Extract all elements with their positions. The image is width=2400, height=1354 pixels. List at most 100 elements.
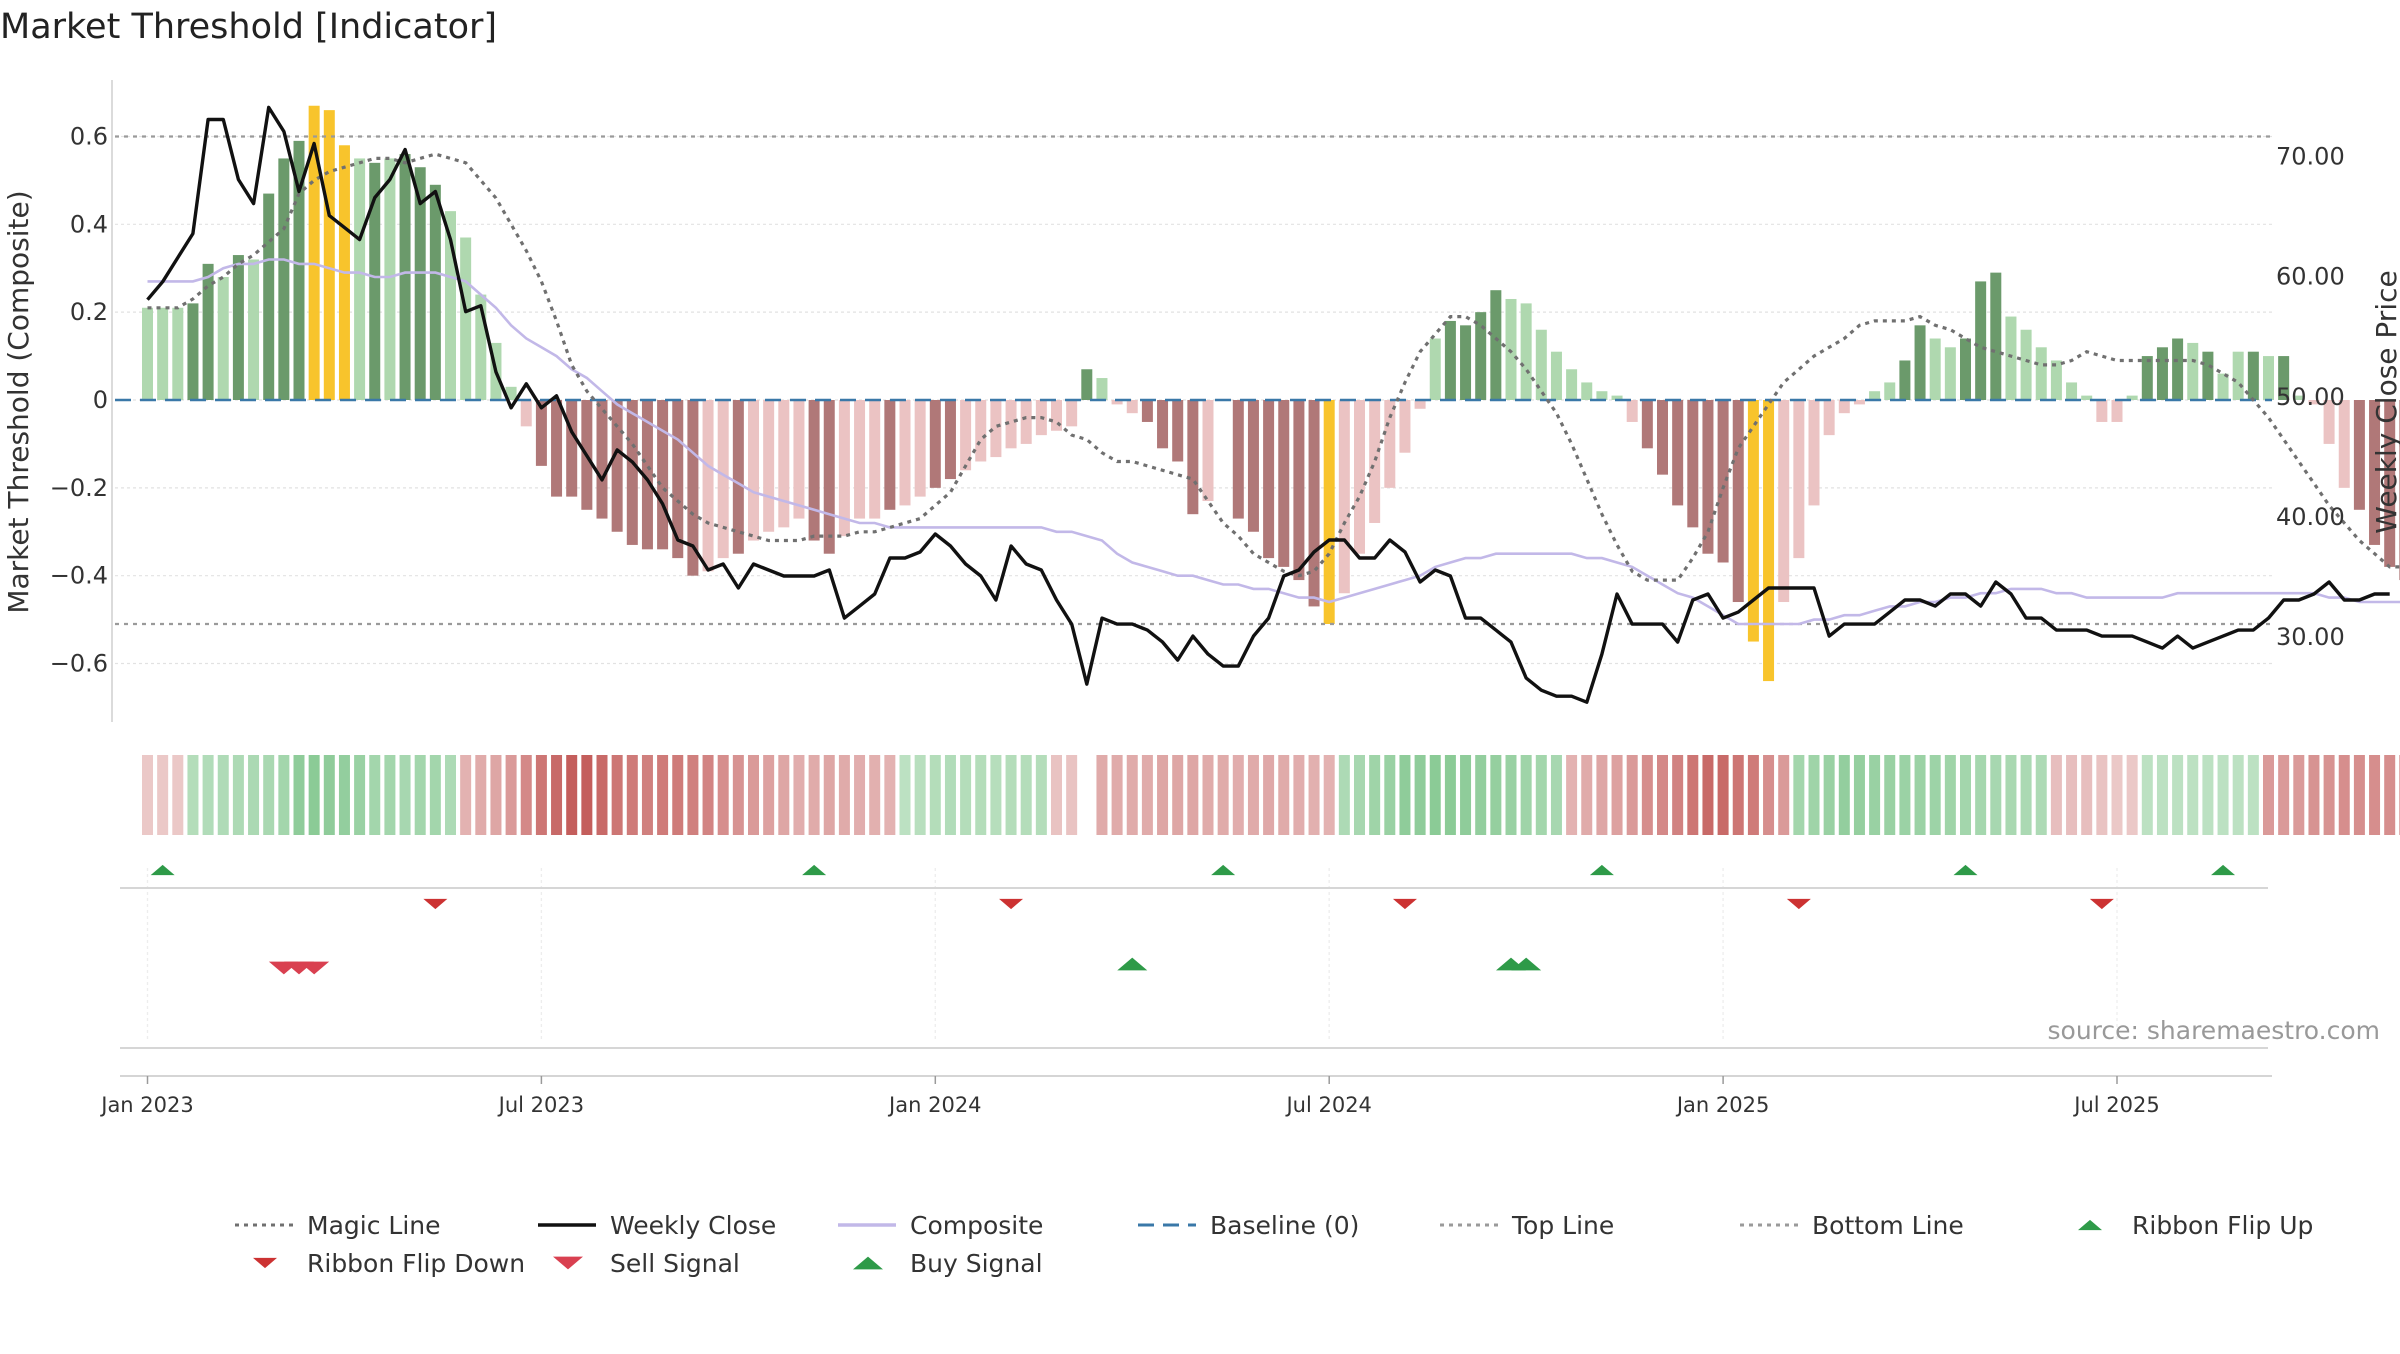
ribbon-cell-54 (960, 755, 971, 835)
ribbon-cell-84 (1415, 755, 1426, 835)
ribbon-cell-100 (1657, 755, 1668, 835)
ribbon-cell-21 (460, 755, 471, 835)
ribbon-cell-74 (1263, 755, 1274, 835)
bar-111 (1824, 400, 1835, 435)
legend-label-1: Weekly Close (610, 1211, 776, 1240)
y2-tick-label-1: 60.00 (2276, 263, 2345, 291)
bar-40 (748, 400, 759, 541)
ribbon-cell-96 (1596, 755, 1607, 835)
bar-9 (278, 158, 289, 400)
ribbon-cell-23 (490, 755, 501, 835)
ribbon-cell-117 (1915, 755, 1926, 835)
ribbon-cell-45 (824, 755, 835, 835)
buy-signal-0 (1117, 958, 1147, 971)
ribbon-cell-4 (203, 755, 214, 835)
bar-89 (1490, 290, 1501, 400)
ribbon-cell-13 (339, 755, 350, 835)
ribbon-cell-1 (157, 755, 168, 835)
ribbon-cell-53 (945, 755, 956, 835)
bar-75 (1278, 400, 1289, 567)
bar-118 (1930, 339, 1941, 400)
ribbon-cell-0 (142, 755, 153, 835)
legend-label-5: Bottom Line (1812, 1211, 1964, 1240)
ribbon-cell-110 (1809, 755, 1820, 835)
ribbon-cell-131 (2127, 755, 2138, 835)
bar-37 (703, 400, 714, 571)
bar-121 (1975, 281, 1986, 400)
bar-106 (1748, 400, 1759, 642)
legend-item-2: Composite (838, 1211, 1043, 1240)
y-tick-label-5: −0.4 (50, 562, 108, 590)
source-label: source: sharemaestro.com (2048, 1016, 2381, 1045)
ribbon-flip-down-1 (999, 899, 1023, 909)
ribbon-cell-138 (2233, 755, 2244, 835)
ribbon-cell-112 (1839, 755, 1850, 835)
bar-2 (172, 308, 183, 400)
bar-84 (1415, 400, 1426, 409)
bar-38 (718, 400, 729, 558)
bar-115 (1884, 382, 1895, 400)
bar-114 (1869, 391, 1880, 400)
legend-label-2: Composite (910, 1211, 1043, 1240)
composite-bars (142, 106, 2400, 681)
bar-61 (1066, 400, 1077, 426)
ribbon-cell-115 (1884, 755, 1895, 835)
ribbon-cell-51 (915, 755, 926, 835)
ribbon-cell-67 (1157, 755, 1168, 835)
bar-119 (1945, 347, 1956, 400)
bar-87 (1460, 325, 1471, 400)
bar-65 (1127, 400, 1138, 413)
bar-5 (218, 277, 229, 400)
bar-138 (2233, 352, 2244, 400)
bar-12 (324, 110, 335, 400)
legend-label-7: Ribbon Flip Down (307, 1249, 525, 1278)
ribbon-cell-5 (218, 755, 229, 835)
bar-21 (460, 238, 471, 401)
ribbon-cell-137 (2218, 755, 2229, 835)
bar-52 (930, 400, 941, 488)
legend-item-6: Ribbon Flip Up (2078, 1211, 2313, 1240)
legend-item-5: Bottom Line (1740, 1211, 1964, 1240)
ribbon-cell-55 (975, 755, 986, 835)
x-tick-label-0: Jan 2023 (99, 1093, 194, 1117)
bar-109 (1793, 400, 1804, 558)
ribbon-flip-down-0 (423, 899, 447, 909)
ribbon-cell-148 (2384, 755, 2395, 835)
ribbon-cell-28 (566, 755, 577, 835)
ribbon-cell-127 (2066, 755, 2077, 835)
bar-77 (1309, 400, 1320, 606)
ribbon-flip-up-0 (151, 865, 175, 875)
ribbon-cell-130 (2112, 755, 2123, 835)
y2-axis-label: Weekly Close Price (2370, 270, 2400, 533)
bar-108 (1778, 400, 1789, 602)
bar-101 (1672, 400, 1683, 505)
bar-98 (1627, 400, 1638, 422)
ribbon-cell-124 (2021, 755, 2032, 835)
ribbon-cell-25 (521, 755, 532, 835)
bar-99 (1642, 400, 1653, 448)
legend-swatch-9 (853, 1257, 883, 1270)
ribbon-cell-81 (1369, 755, 1380, 835)
ribbon-cell-2 (172, 755, 183, 835)
bar-1 (157, 308, 168, 400)
ribbon-flip-up-3 (1590, 865, 1614, 875)
ribbon-cell-11 (309, 755, 320, 835)
bar-90 (1506, 299, 1517, 400)
ribbon-cell-99 (1642, 755, 1653, 835)
x-tick-label-1: Jul 2023 (497, 1093, 584, 1117)
bar-116 (1899, 360, 1910, 400)
ribbon-cell-101 (1672, 755, 1683, 835)
ribbon-cell-64 (1112, 755, 1123, 835)
ribbon-flip-down-3 (1787, 899, 1811, 909)
ribbon-cell-58 (1021, 755, 1032, 835)
bar-73 (1248, 400, 1259, 532)
ribbon-cell-75 (1278, 755, 1289, 835)
bar-130 (2112, 400, 2123, 422)
y2-tick-label-3: 40.00 (2276, 503, 2345, 531)
bar-47 (854, 400, 865, 519)
bar-134 (2172, 339, 2183, 400)
ribbon-cell-20 (445, 755, 456, 835)
y2-tick-label-4: 30.00 (2276, 623, 2345, 651)
legend-label-8: Sell Signal (610, 1249, 740, 1278)
